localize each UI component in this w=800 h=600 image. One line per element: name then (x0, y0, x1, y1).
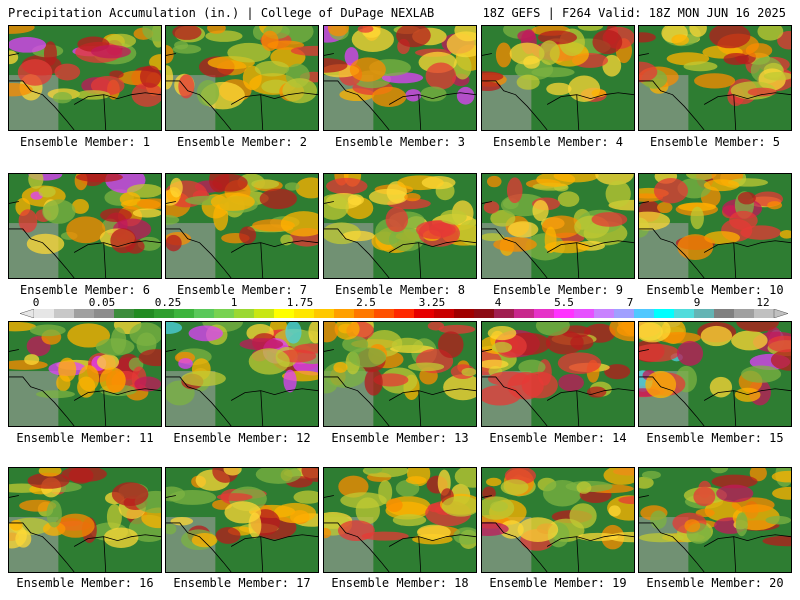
colorbar-swatch (454, 309, 475, 318)
panel-caption: Ensemble Member: 18 (331, 576, 469, 590)
colorbar-swatch (54, 309, 75, 318)
panel-caption: Ensemble Member: 8 (334, 283, 466, 297)
panel-caption: Ensemble Member: 6 (19, 283, 151, 297)
colorbar-swatch (674, 309, 695, 318)
panel-caption: Ensemble Member: 3 (334, 135, 466, 149)
colorbar-swatch (414, 309, 435, 318)
colorbar-swatch (754, 309, 775, 318)
colorbar-swatch (214, 309, 235, 318)
map-panel (481, 467, 635, 573)
colorbar-swatch (474, 309, 495, 318)
panel-caption: Ensemble Member: 7 (176, 283, 308, 297)
colorbar-swatch (294, 309, 315, 318)
map-panel (8, 467, 162, 573)
colorbar-tick-label: 3.25 (418, 296, 446, 309)
panel-caption: Ensemble Member: 2 (176, 135, 308, 149)
colorbar-tick-label: 9 (693, 296, 701, 309)
colorbar-high-arrow (773, 309, 788, 318)
chart-title: Precipitation Accumulation (in.) | Colle… (8, 6, 435, 20)
map-panel (8, 321, 162, 427)
colorbar-swatch (94, 309, 115, 318)
map-panel (481, 25, 635, 131)
colorbar-swatch (594, 309, 615, 318)
map-panel (638, 321, 792, 427)
colorbar-swatch (494, 309, 515, 318)
colorbar-low-arrow (20, 309, 35, 318)
colorbar-tick-label: 4 (494, 296, 502, 309)
color-scale-bar (20, 309, 788, 318)
colorbar-swatch (614, 309, 635, 318)
panel-caption: Ensemble Member: 1 (19, 135, 151, 149)
colorbar-swatch (634, 309, 655, 318)
map-panel (323, 25, 477, 131)
panel-caption: Ensemble Member: 15 (646, 431, 784, 445)
map-panel (8, 25, 162, 131)
colorbar-swatch (74, 309, 95, 318)
colorbar-tick-label: 7 (626, 296, 634, 309)
colorbar-swatch (354, 309, 375, 318)
map-panel (481, 173, 635, 279)
colorbar-swatch (194, 309, 215, 318)
colorbar-swatch (234, 309, 255, 318)
panel-caption: Ensemble Member: 10 (646, 283, 784, 297)
panel-caption: Ensemble Member: 17 (173, 576, 311, 590)
map-panel (638, 467, 792, 573)
colorbar-swatch (274, 309, 295, 318)
map-panel (8, 173, 162, 279)
colorbar-tick-label: 1.75 (286, 296, 314, 309)
colorbar-swatch (654, 309, 675, 318)
colorbar-swatch (174, 309, 195, 318)
colorbar-swatch (314, 309, 335, 318)
map-panel (165, 321, 319, 427)
map-panel (481, 321, 635, 427)
map-panel (323, 467, 477, 573)
map-panel (638, 25, 792, 131)
panel-caption: Ensemble Member: 19 (489, 576, 627, 590)
colorbar-tick-label: 0 (32, 296, 40, 309)
panel-caption: Ensemble Member: 9 (492, 283, 624, 297)
colorbar-swatch (114, 309, 135, 318)
colorbar-swatch (334, 309, 355, 318)
colorbar-tick-label: 0.05 (88, 296, 116, 309)
colorbar-swatch (514, 309, 535, 318)
colorbar-swatch (534, 309, 555, 318)
colorbar-swatch (134, 309, 155, 318)
panel-caption: Ensemble Member: 12 (173, 431, 311, 445)
colorbar-swatch (554, 309, 575, 318)
map-panel (165, 25, 319, 131)
colorbar-tick-label: 0.25 (154, 296, 182, 309)
panel-caption: Ensemble Member: 14 (489, 431, 627, 445)
colorbar-swatch (434, 309, 455, 318)
colorbar-swatch (734, 309, 755, 318)
colorbar-swatch (574, 309, 595, 318)
colorbar-swatch (394, 309, 415, 318)
map-panel (323, 173, 477, 279)
colorbar-swatch (714, 309, 735, 318)
panel-caption: Ensemble Member: 20 (646, 576, 784, 590)
panel-caption: Ensemble Member: 11 (16, 431, 154, 445)
colorbar-swatch (694, 309, 715, 318)
panel-caption: Ensemble Member: 13 (331, 431, 469, 445)
valid-time-label: 18Z GEFS | F264 Valid: 18Z MON JUN 16 20… (482, 6, 786, 20)
colorbar-swatch (254, 309, 275, 318)
panel-caption: Ensemble Member: 16 (16, 576, 154, 590)
colorbar-tick-label: 1 (230, 296, 238, 309)
map-panel (165, 173, 319, 279)
panel-caption: Ensemble Member: 5 (649, 135, 781, 149)
colorbar-swatch (374, 309, 395, 318)
colorbar-tick-label: 5.5 (554, 296, 574, 309)
colorbar-tick-label: 12 (756, 296, 770, 309)
colorbar-tick-label: 2.5 (356, 296, 376, 309)
map-panel (165, 467, 319, 573)
colorbar-swatch (34, 309, 55, 318)
map-panel (323, 321, 477, 427)
colorbar-swatch (154, 309, 175, 318)
map-panel (638, 173, 792, 279)
panel-caption: Ensemble Member: 4 (492, 135, 624, 149)
